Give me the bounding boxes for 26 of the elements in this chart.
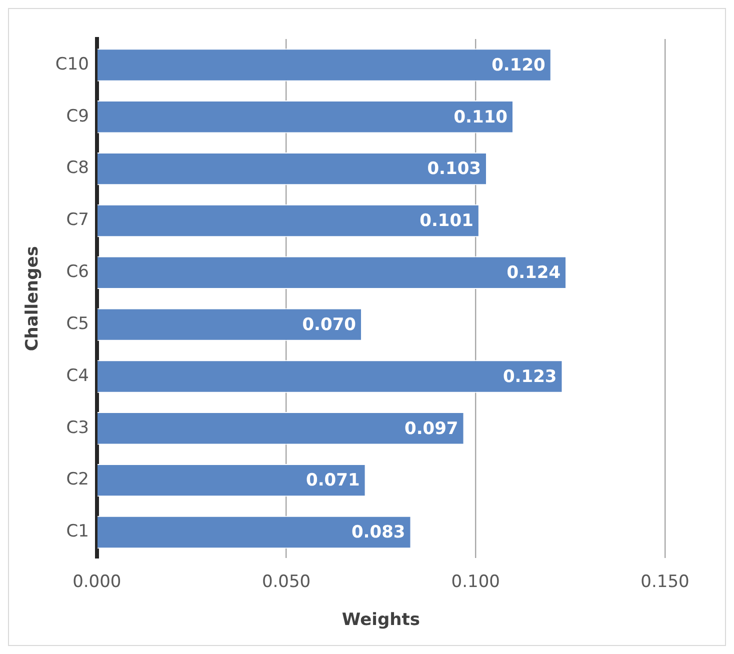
data-label: 0.110 <box>454 107 508 128</box>
x-tick-label: 0.000 <box>72 572 122 592</box>
y-tick-label: C4 <box>66 366 89 386</box>
y-tick-label: C3 <box>66 418 89 438</box>
data-label: 0.097 <box>404 418 458 439</box>
data-label: 0.103 <box>427 159 481 180</box>
x-tick-label: 0.150 <box>640 572 690 592</box>
x-axis-title: Weights <box>342 610 420 630</box>
y-tick-label: C8 <box>66 158 89 178</box>
data-label: 0.120 <box>492 55 546 76</box>
y-tick-label: C5 <box>66 314 89 334</box>
x-tick-label: 0.100 <box>451 572 500 592</box>
data-label: 0.123 <box>502 366 557 387</box>
data-label: 0.101 <box>420 211 474 232</box>
y-tick-label: C9 <box>66 106 89 126</box>
y-tick-label: C1 <box>66 522 89 542</box>
data-label: 0.083 <box>351 522 406 543</box>
data-label: 0.071 <box>306 470 360 491</box>
y-tick-label: C6 <box>66 262 89 282</box>
y-tick-label: C7 <box>66 210 89 230</box>
y-axis-title: Challenges <box>22 246 43 352</box>
y-tick-label: C2 <box>66 470 89 490</box>
data-label: 0.124 <box>506 263 561 284</box>
x-tick-label: 0.050 <box>262 572 311 592</box>
data-label: 0.070 <box>302 314 356 335</box>
y-tick-label: C10 <box>55 54 89 74</box>
